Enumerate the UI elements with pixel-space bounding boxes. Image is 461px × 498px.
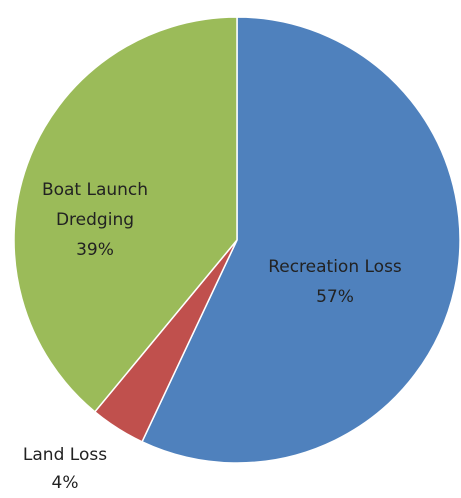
slice-label: Boat Launch Dredging bbox=[42, 180, 148, 230]
label-line: Boat Launch bbox=[42, 180, 148, 200]
slice-percent: 4% bbox=[52, 473, 79, 493]
slice-percent: 57% bbox=[316, 287, 354, 307]
slice-label: Land Loss bbox=[23, 445, 107, 465]
slice-percent: 39% bbox=[76, 240, 114, 260]
pie-slice bbox=[13, 16, 238, 413]
pie-slice bbox=[141, 16, 461, 464]
slice-label: Recreation Loss bbox=[268, 257, 402, 277]
label-line: Dredging bbox=[56, 210, 134, 230]
